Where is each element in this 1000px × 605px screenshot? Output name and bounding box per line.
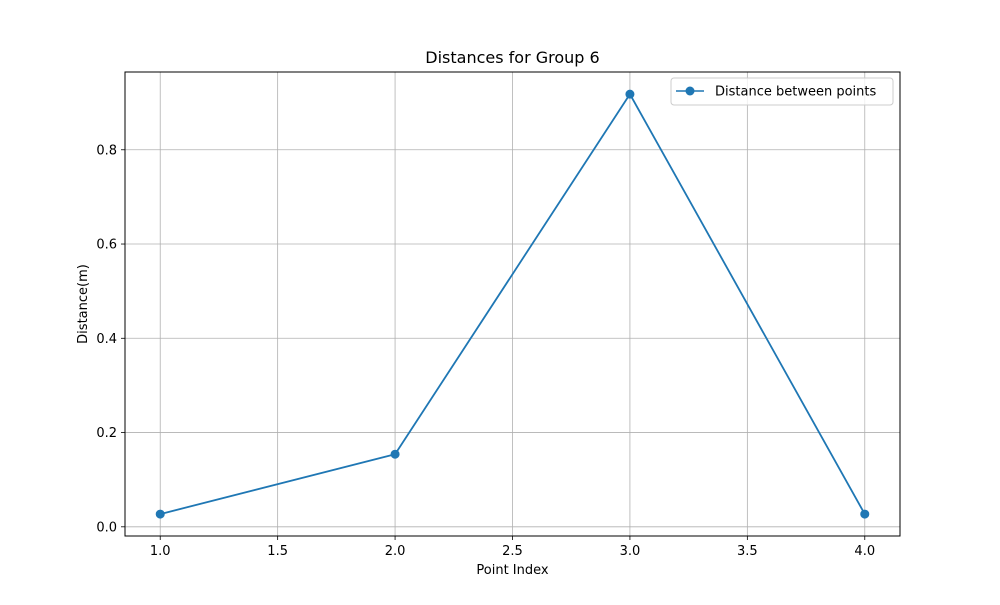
data-point-marker [155,509,165,519]
data-point-marker [390,449,400,459]
x-tick-label: 2.5 [502,544,523,559]
grid-lines [125,72,900,536]
series-layer [155,89,870,519]
x-tick-label: 3.5 [737,544,758,559]
y-tick-label: 0.4 [96,332,117,347]
y-tick-label: 0.0 [96,520,117,535]
x-tick-label: 4.0 [854,544,875,559]
x-tick-label: 3.0 [620,544,641,559]
y-tick-label: 0.6 [96,238,117,253]
series-line [160,93,866,515]
legend-marker-swatch [685,86,695,96]
legend-label: Distance between points [715,85,876,100]
axis-ticks: 1.0 1.5 2.0 2.5 3.0 3.5 4.0 0.0 0.2 0.4 0.6 0.8 [96,143,875,559]
x-tick-label: 1.0 [150,544,171,559]
legend-box [670,77,894,106]
y-tick-label: 0.8 [96,143,117,158]
data-point-marker [860,509,870,519]
x-tick-label: 2.0 [385,544,406,559]
x-tick-label: 1.5 [267,544,288,559]
data-point-marker [625,89,635,99]
plot-frame [124,71,901,537]
chart-title: Distances for Group 6 [425,48,599,67]
x-axis-label: Point Index [476,563,549,578]
legend: Distance between points [670,77,894,106]
y-tick-label: 0.2 [96,426,117,441]
y-axis-label: Distance(m) [76,264,91,344]
